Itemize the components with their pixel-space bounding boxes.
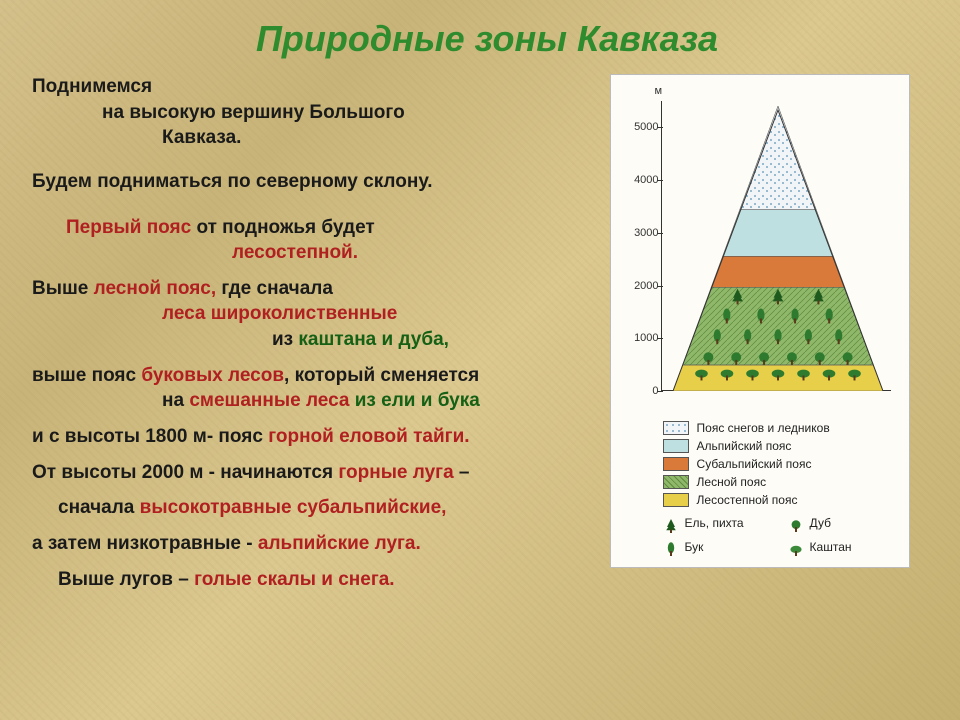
p5d: на [162,390,189,411]
content-area: Поднимемся на высокую вершину Большого К… [32,74,942,702]
tree-legend-row: Дуб [788,513,901,533]
ytick-0: 0 [625,385,659,397]
p5b: буковых лесов [141,365,284,386]
tree-legend-row: Бук [663,537,776,557]
p10a: Выше лугов – [58,569,194,590]
p9a: а затем низкотравные - [32,533,258,554]
p8a: сначала [58,497,140,518]
ytick-1000: 1000 [625,332,659,344]
intro-l1: Поднимемся [32,76,152,97]
zone-0 [739,106,815,210]
ytick-4000: 4000 [625,174,659,186]
legend-row: Лесостепной пояс [663,493,901,507]
p4c: где сначала [216,278,333,299]
legend-label: Пояс снегов и ледников [697,421,830,435]
y-axis-unit: м [655,85,663,97]
para3: Первый пояс от подножья будет лесостепно… [32,215,561,266]
p3-b: от подножья будет [191,217,375,238]
zone-legend: Пояс снегов и ледников Альпийский пояс Суб… [619,421,901,507]
zone-2 [711,256,845,287]
tree-icon [663,537,679,557]
text-column: Поднимемся на высокую вершину Большого К… [32,74,561,702]
p5e: смешанные леса [189,390,354,411]
legend-row: Лесной пояс [663,475,901,489]
legend-swatch [663,493,689,507]
ytick-3000: 3000 [625,227,659,239]
ytick-2000: 2000 [625,280,659,292]
legend-row: Альпийский пояс [663,439,901,453]
p4b: лесной пояс, [94,278,217,299]
legend-label: Лесной пояс [697,475,767,489]
tree-icon [788,513,804,533]
p4f: каштана и дуба, [298,329,449,350]
p4e: из [272,329,298,350]
p5a: выше пояс [32,365,141,386]
tree-icon [663,513,679,533]
ytick-5000: 5000 [625,121,659,133]
legend-swatch [663,475,689,489]
tree-label: Бук [685,540,704,554]
y-axis [661,101,662,391]
para4: Выше лесной пояс, где сначала леса широк… [32,276,561,353]
p7b: горные луга [338,462,453,483]
intro-l3: Кавказа. [32,125,241,151]
para8: сначала высокотравные субальпийские, [32,495,561,521]
legend-swatch [663,421,689,435]
mountain-diagram [673,106,883,391]
intro-para: Поднимемся на высокую вершину Большого К… [32,74,561,151]
p4a: Выше [32,278,94,299]
p9b: альпийские луга. [258,533,421,554]
legend-row: Субальпийский пояс [663,457,901,471]
para5: выше пояс буковых лесов, который сменяет… [32,363,561,414]
tree-legend-row: Каштан [788,537,901,557]
p7a: От высоты 2000 м - начинаются [32,462,338,483]
p4d: леса широколиственные [162,303,397,324]
legend-label: Лесостепной пояс [697,493,798,507]
p5f: из ели и бука [355,390,480,411]
tree-label: Дуб [810,516,831,530]
para6: и с высоты 1800 м- пояс горной еловой та… [32,424,561,450]
para9: а затем низкотравные - альпийские луга. [32,531,561,557]
legend-swatch [663,439,689,453]
tree-label: Ель, пихта [685,516,744,530]
altitude-chart: м 0 1000 2000 3000 4000 5000 [619,83,901,413]
tree-label: Каштан [810,540,852,554]
para10: Выше лугов – голые скалы и снега. [32,567,561,593]
p5c: , который сменяется [284,365,479,386]
legend-swatch [663,457,689,471]
p6a: и с высоты 1800 м- пояс [32,426,268,447]
p10b: голые скалы и снега. [194,569,394,590]
diagram-column: м 0 1000 2000 3000 4000 5000 Пояс снегов и ле… [577,74,942,702]
p3-red1: Первый пояс [66,217,191,238]
legend-row: Пояс снегов и ледников [663,421,901,435]
p8b: высокотравные субальпийские, [140,497,447,518]
tree-legend: Ель, пихта Дуб Бук Каштан [619,513,901,557]
p3-red2: лесостепной. [232,242,358,263]
slide-title: Природные зоны Кавказа [32,18,942,60]
legend-label: Субальпийский пояс [697,457,812,471]
tree-legend-row: Ель, пихта [663,513,776,533]
intro-l2: на высокую вершину Большого [32,100,405,126]
tree-icon [788,537,804,557]
para7: От высоты 2000 м - начинаются горные луг… [32,460,561,486]
legend-label: Альпийский пояс [697,439,792,453]
diagram-box: м 0 1000 2000 3000 4000 5000 Пояс снегов и ле… [610,74,910,568]
p7c: – [454,462,470,483]
p6b: горной еловой тайги. [268,426,469,447]
zone-1 [722,210,833,257]
para2: Будем подниматься по северному склону. [32,169,561,195]
